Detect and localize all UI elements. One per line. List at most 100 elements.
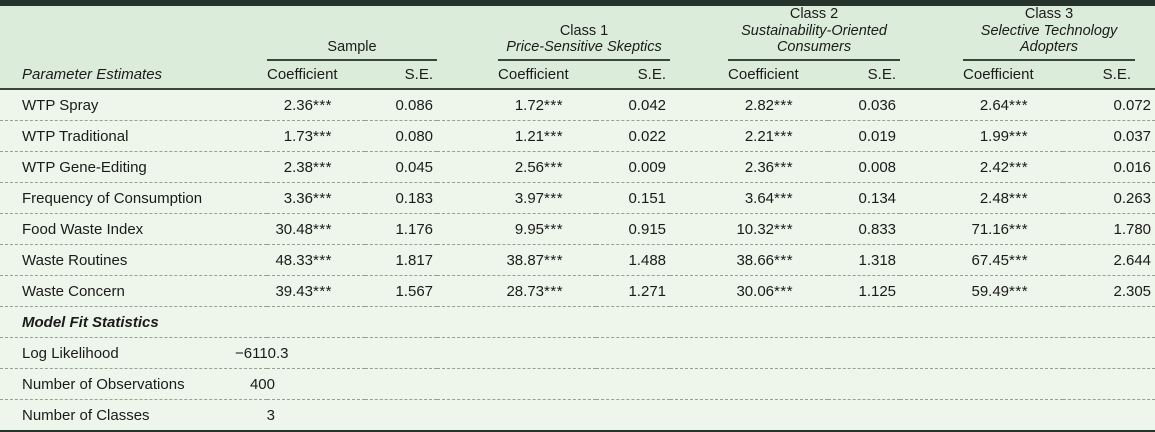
table-row: Waste Concern 39.43*** 1.567 28.73*** 1.271 3… — [0, 275, 1155, 308]
significance-stars: *** — [774, 96, 794, 114]
coefficient-cell: 3.36*** — [267, 182, 365, 215]
column-group-title: Class 1 Price-Sensitive Skeptics — [498, 18, 671, 62]
significance-stars: *** — [1009, 220, 1029, 238]
coefficient-value: 71.16 — [971, 220, 1010, 238]
se-header-0: S.E. — [365, 61, 438, 91]
group-title-prefix: Class 1 — [559, 22, 609, 39]
coefficient-header-3: Coefficient — [900, 61, 1064, 91]
coefficient-value: 1.99 — [979, 127, 1010, 145]
group-title-name: Sustainability-Oriented Consumers — [741, 22, 887, 56]
coefficient-header-0: Coefficient — [267, 61, 365, 91]
se-cell: 0.019 — [828, 120, 901, 153]
table-row: WTP Gene-Editing 2.38*** 0.045 2.56*** 0.009… — [0, 151, 1155, 184]
coefficient-value: 1.21 — [514, 127, 545, 145]
coefficient-value: 3.97 — [514, 189, 545, 207]
se-cell: 0.045 — [365, 151, 438, 184]
coefficient-value: 2.48 — [979, 189, 1010, 207]
coefficient-value: 10.32 — [736, 220, 775, 238]
se-cell: 1.318 — [828, 244, 901, 277]
significance-stars: *** — [774, 189, 794, 207]
significance-stars: *** — [544, 127, 564, 145]
group-header-spacer — [0, 3, 267, 62]
group-title-prefix: Class 2 — [789, 6, 839, 22]
coefficient-cell: 28.73*** — [437, 275, 597, 308]
model-fit-section-row: Model Fit Statistics — [0, 306, 1155, 339]
coefficient-cell: 9.95*** — [437, 213, 597, 246]
significance-stars: *** — [313, 127, 333, 145]
coefficient-value: 1.73 — [283, 127, 313, 145]
se-cell: 0.037 — [1063, 120, 1155, 153]
coefficient-value: 2.36 — [283, 96, 313, 114]
coefficient-cell: 38.66*** — [670, 244, 829, 277]
table-row: Food Waste Index 30.48*** 1.176 9.95*** 0.91… — [0, 213, 1155, 246]
se-cell: 0.036 — [828, 89, 901, 122]
model-fit-value-cell: 3 — [267, 399, 1155, 432]
se-cell: 0.042 — [596, 89, 671, 122]
table-row: Waste Routines 48.33 *** 1.817 38.87*** 1.488… — [0, 244, 1155, 277]
column-group-2: Class 2 Sustainability-Oriented Consumer… — [670, 3, 901, 62]
coefficient-cell: 1.73*** — [267, 120, 365, 153]
coefficient-value: 3.64 — [744, 189, 775, 207]
coefficient-cell: 2.36*** — [670, 151, 829, 184]
row-label: Waste Routines — [0, 244, 267, 277]
se-header-3: S.E. — [1063, 61, 1155, 91]
significance-stars: *** — [544, 251, 564, 269]
row-label: WTP Gene-Editing — [0, 151, 267, 184]
se-cell: 2.305 — [1063, 275, 1155, 308]
coefficient-value: 2.56 — [514, 158, 545, 176]
model-fit-value: 400 — [249, 375, 275, 393]
se-cell: 1.817 — [365, 244, 438, 277]
coefficient-cell: 2.56*** — [437, 151, 597, 184]
table-row: WTP Traditional 1.73*** 0.080 1.21*** 0.022 2… — [0, 120, 1155, 153]
coefficient-cell: 2.82*** — [670, 89, 829, 122]
coefficient-cell: 2.36*** — [267, 89, 365, 122]
coefficient-value: 2.64 — [979, 96, 1010, 114]
se-cell: 0.183 — [365, 182, 438, 215]
coefficient-cell: 59.49*** — [900, 275, 1064, 308]
significance-stars: *** — [313, 158, 333, 176]
coefficient-value: 48.33 — [275, 251, 313, 269]
se-cell: 0.263 — [1063, 182, 1155, 215]
column-group-title: Class 3 Selective Technology Adopters — [963, 6, 1136, 62]
coefficient-value: 28.73 — [506, 282, 545, 300]
column-group-title: Class 2 Sustainability-Oriented Consumer… — [728, 6, 901, 62]
coefficient-value: 2.36 — [744, 158, 775, 176]
significance-stars: *** — [1009, 96, 1029, 114]
group-header-row: Sample Class 1 Price-Sensitive Skeptics Cl… — [0, 3, 1155, 62]
model-fit-section-title: Model Fit Statistics — [0, 306, 1155, 339]
se-cell: 0.134 — [828, 182, 901, 215]
table-row: WTP Spray 2.36*** 0.086 1.72*** 0.042 2.82***… — [0, 89, 1155, 122]
significance-stars: *** — [313, 189, 333, 207]
significance-stars: *** — [774, 251, 794, 269]
model-fit-value: 3 — [266, 406, 275, 424]
coefficient-cell: 3.64*** — [670, 182, 829, 215]
coefficient-header-2: Coefficient — [670, 61, 829, 91]
subheader-row: Parameter Estimates Coefficient S.E. Coeff… — [0, 61, 1155, 91]
coefficient-value: 2.21 — [744, 127, 775, 145]
model-fit-label: Number of Observations — [0, 368, 267, 401]
se-cell: 1.780 — [1063, 213, 1155, 246]
se-header-1: S.E. — [596, 61, 671, 91]
coefficient-cell: 2.21*** — [670, 120, 829, 153]
row-label: WTP Traditional — [0, 120, 267, 153]
coefficient-cell: 30.48*** — [267, 213, 365, 246]
se-cell: 0.080 — [365, 120, 438, 153]
coefficient-value: 2.82 — [744, 96, 775, 114]
model-fit-value: −6110.3 — [235, 344, 289, 362]
group-title-name: Selective Technology Adopters — [980, 22, 1118, 56]
se-cell: 0.915 — [596, 213, 671, 246]
se-cell: 1.488 — [596, 244, 671, 277]
significance-stars: *** — [313, 282, 333, 300]
significance-stars: *** — [1009, 282, 1029, 300]
significance-stars: *** — [544, 220, 564, 238]
model-fit-row: Number of Classes 3 — [0, 399, 1155, 432]
significance-stars: *** — [544, 282, 564, 300]
coefficient-cell: 2.64*** — [900, 89, 1064, 122]
coefficient-cell: 3.97*** — [437, 182, 597, 215]
significance-stars: *** — [1009, 127, 1029, 145]
coefficient-value: 59.49 — [971, 282, 1010, 300]
coefficient-value: 2.38 — [283, 158, 313, 176]
coefficient-cell: 38.87*** — [437, 244, 597, 277]
